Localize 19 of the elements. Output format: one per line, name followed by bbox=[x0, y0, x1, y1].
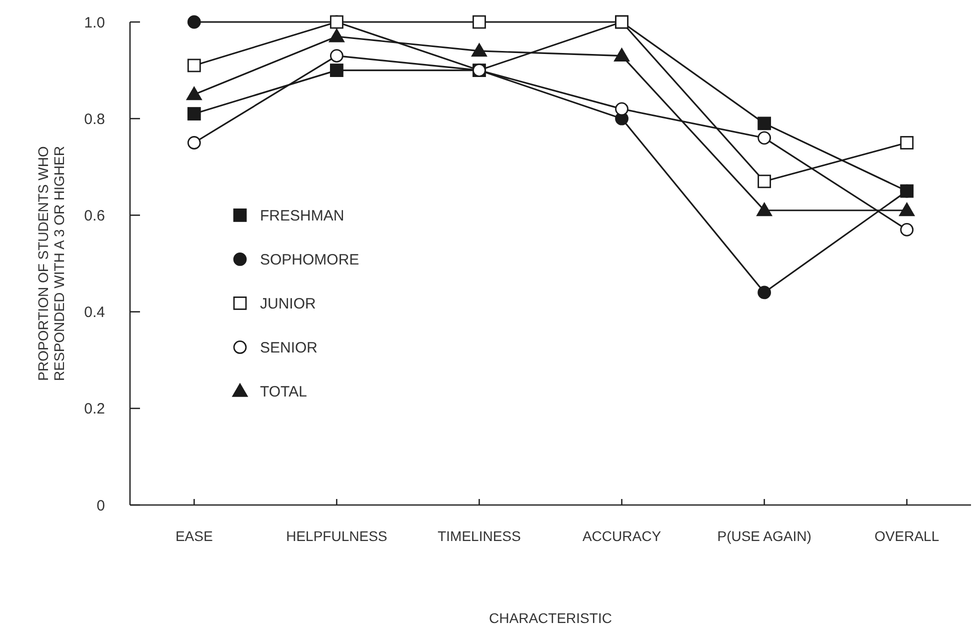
x-tick-label: TIMELINESS bbox=[438, 528, 521, 544]
legend-label: FRESHMAN bbox=[260, 207, 344, 224]
x-tick-label: P(USE AGAIN) bbox=[717, 528, 812, 544]
y-tick-label: 0.2 bbox=[84, 400, 105, 418]
y-tick-label: 1.0 bbox=[84, 14, 105, 32]
x-tick-label: OVERALL bbox=[874, 528, 940, 544]
y-tick-label: 0 bbox=[96, 497, 105, 514]
x-tick-label: EASE bbox=[175, 528, 213, 544]
y-axis-title: PROPORTION OF STUDENTS WHO RESPONDED WITH A 3 OR HIGHER bbox=[35, 146, 67, 381]
y-tick-label: 0.8 bbox=[84, 110, 105, 128]
y-tick-label: 0.4 bbox=[84, 304, 105, 322]
legend-label: TOTAL bbox=[260, 383, 307, 400]
x-axis-title: CHARACTERISTIC bbox=[489, 610, 612, 626]
x-tick-label: HELPFULNESS bbox=[286, 528, 388, 544]
legend-label: JUNIOR bbox=[260, 295, 316, 312]
legend-label: SENIOR bbox=[260, 339, 318, 356]
y-tick-label: 0.6 bbox=[84, 207, 105, 224]
legend-label: SOPHOMORE bbox=[260, 251, 360, 268]
x-tick-label: ACCURACY bbox=[582, 528, 662, 544]
